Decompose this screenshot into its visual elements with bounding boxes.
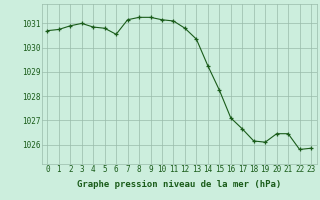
X-axis label: Graphe pression niveau de la mer (hPa): Graphe pression niveau de la mer (hPa) bbox=[77, 180, 281, 189]
